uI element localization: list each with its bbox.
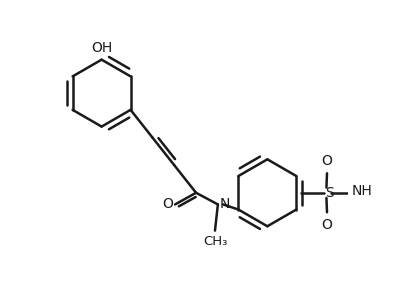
- Text: OH: OH: [91, 41, 112, 55]
- Text: O: O: [322, 217, 332, 232]
- Text: S: S: [326, 186, 334, 200]
- Text: N: N: [219, 197, 230, 212]
- Text: O: O: [322, 154, 332, 168]
- Text: O: O: [162, 197, 173, 212]
- Text: NH: NH: [352, 184, 372, 198]
- Text: CH₃: CH₃: [203, 235, 227, 248]
